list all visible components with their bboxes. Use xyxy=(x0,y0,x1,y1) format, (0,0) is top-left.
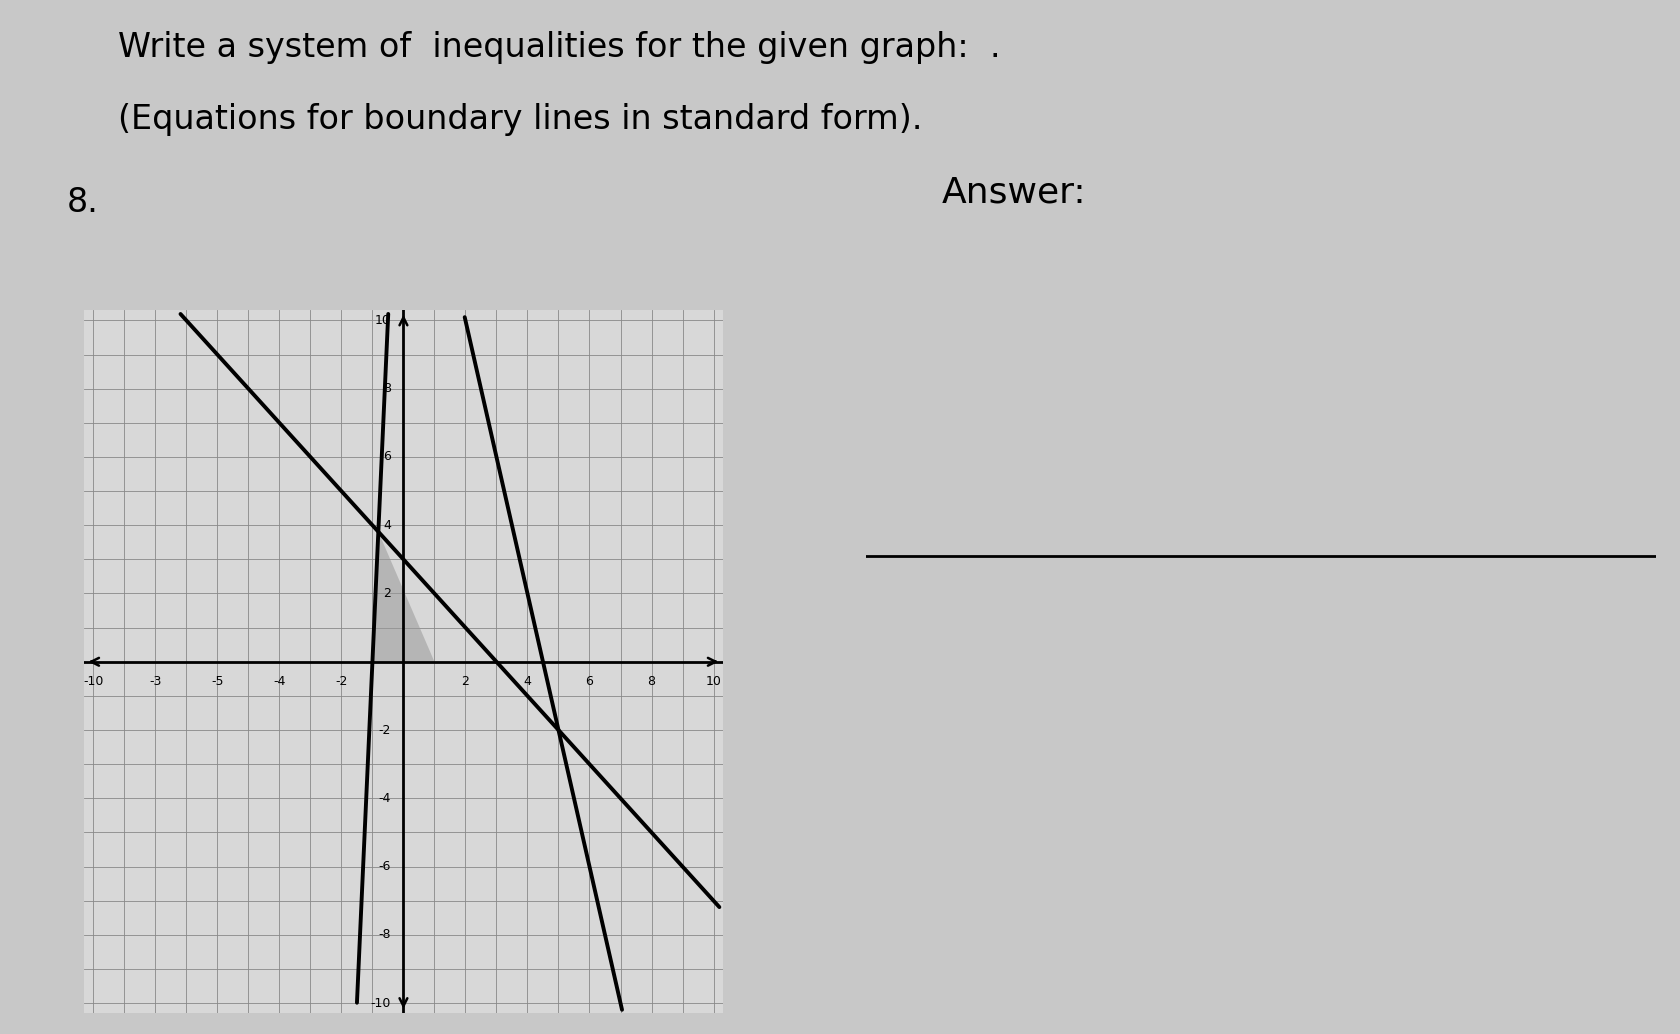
Text: -10: -10 xyxy=(371,997,391,1009)
Text: -5: -5 xyxy=(212,675,223,689)
Text: (Equations for boundary lines in standard form).: (Equations for boundary lines in standar… xyxy=(118,103,922,136)
Text: 4: 4 xyxy=(522,675,531,689)
Text: 10: 10 xyxy=(375,314,391,327)
Text: 4: 4 xyxy=(383,519,391,531)
Text: 2: 2 xyxy=(462,675,469,689)
Text: Write a system of  inequalities for the given graph:  .: Write a system of inequalities for the g… xyxy=(118,31,1000,64)
Text: -2: -2 xyxy=(334,675,348,689)
Text: 8.: 8. xyxy=(67,186,99,219)
Text: -3: -3 xyxy=(150,675,161,689)
Text: 10: 10 xyxy=(706,675,721,689)
Text: -10: -10 xyxy=(82,675,104,689)
Text: 2: 2 xyxy=(383,587,391,600)
Text: -8: -8 xyxy=(378,929,391,941)
Text: 6: 6 xyxy=(585,675,593,689)
Text: -6: -6 xyxy=(378,860,391,873)
Text: -2: -2 xyxy=(378,724,391,736)
Text: -4: -4 xyxy=(378,792,391,804)
Text: 8: 8 xyxy=(383,383,391,395)
Text: -4: -4 xyxy=(274,675,286,689)
Text: 8: 8 xyxy=(647,675,655,689)
Polygon shape xyxy=(373,531,433,662)
Text: Answer:: Answer: xyxy=(941,176,1085,210)
Text: 6: 6 xyxy=(383,451,391,463)
